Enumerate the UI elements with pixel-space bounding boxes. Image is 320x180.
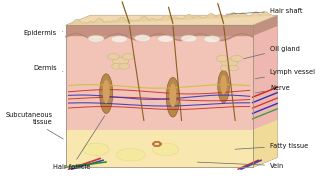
Polygon shape <box>66 130 252 167</box>
Text: Lymph vessel: Lymph vessel <box>255 69 315 79</box>
Text: Epidermis: Epidermis <box>24 30 63 36</box>
Polygon shape <box>66 25 252 36</box>
Ellipse shape <box>116 148 145 161</box>
Ellipse shape <box>134 35 150 42</box>
Ellipse shape <box>100 74 113 113</box>
Text: Vein: Vein <box>197 162 284 169</box>
Ellipse shape <box>111 36 127 43</box>
Ellipse shape <box>204 36 220 43</box>
Polygon shape <box>66 36 252 130</box>
Ellipse shape <box>112 63 123 69</box>
Text: Oil gland: Oil gland <box>244 46 300 59</box>
Ellipse shape <box>122 54 134 60</box>
Ellipse shape <box>166 77 180 117</box>
Polygon shape <box>252 15 277 36</box>
Polygon shape <box>252 26 277 130</box>
Ellipse shape <box>221 59 237 67</box>
Text: Dermis: Dermis <box>33 65 63 71</box>
Ellipse shape <box>181 35 197 42</box>
Ellipse shape <box>231 55 243 62</box>
Polygon shape <box>66 15 277 25</box>
Ellipse shape <box>88 35 104 42</box>
Text: Hair follicle: Hair follicle <box>53 116 105 170</box>
Polygon shape <box>252 15 277 167</box>
Ellipse shape <box>220 75 227 95</box>
Ellipse shape <box>83 143 109 156</box>
Ellipse shape <box>108 54 119 60</box>
Ellipse shape <box>218 70 229 103</box>
Ellipse shape <box>228 65 238 71</box>
Text: Fatty tissue: Fatty tissue <box>235 143 308 149</box>
Text: Subcutaneous
tissue: Subcutaneous tissue <box>5 112 63 139</box>
Ellipse shape <box>158 35 173 42</box>
Text: Hair shaft: Hair shaft <box>226 8 302 14</box>
Ellipse shape <box>113 57 129 65</box>
Ellipse shape <box>103 80 110 103</box>
Polygon shape <box>252 120 277 167</box>
Ellipse shape <box>119 63 130 69</box>
Ellipse shape <box>216 55 228 62</box>
Text: Nerve: Nerve <box>255 85 290 93</box>
Ellipse shape <box>153 143 179 156</box>
Ellipse shape <box>169 83 176 107</box>
Ellipse shape <box>220 65 231 71</box>
